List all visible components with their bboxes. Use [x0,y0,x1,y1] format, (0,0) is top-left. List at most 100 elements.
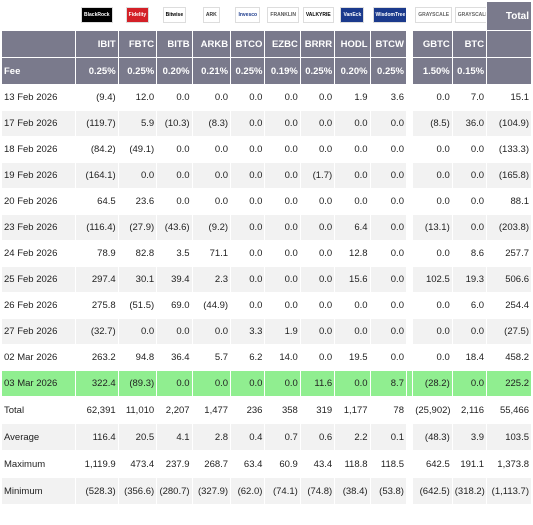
flow-cell: 0.0 [335,319,370,344]
flow-cell: 39.4 [157,267,192,292]
flow-cell: 0.0 [231,293,265,318]
flow-cell: 297.4 [75,267,118,292]
flow-cell: 2.3 [192,267,231,292]
flow-cell: 36.4 [157,345,192,370]
flow-cell: 0.0 [452,137,487,162]
column-gap [407,111,412,136]
summary-cell: 20.5 [118,424,157,450]
flow-cell: (28.2) [413,371,452,396]
row-total: (203.8) [487,215,531,240]
summary-cell: 11,010 [118,397,157,423]
issuer-logo: Invesco [235,6,261,23]
flow-cell: 0.0 [300,319,335,344]
row-total: 458.2 [487,345,531,370]
flow-cell: (27.9) [118,215,157,240]
flow-cell: 0.0 [335,111,370,136]
row-total: 254.4 [487,293,531,318]
flow-cell: 0.0 [300,189,335,214]
column-gap [407,2,412,30]
column-gap [407,267,412,292]
summary-cell: 237.9 [157,451,192,477]
fee-cell: 0.25% [231,58,265,84]
row-date: 25 Feb 2026 [2,267,75,292]
table-row: 18 Feb 2026 (84.2) (49.1) 0.0 0.0 0.0 0.0 0.0 0.… [2,137,531,162]
flow-cell: 0.0 [300,241,335,266]
flow-cell: 30.1 [118,267,157,292]
table-row: 02 Mar 2026 263.2 94.8 36.4 5.7 6.2 14.0 0.0 19.… [2,345,531,370]
flow-cell: 0.0 [452,215,487,240]
summary-cell: 319 [300,397,335,423]
issuer-logo-cell: GRAYSCALE [413,2,452,30]
summary-cell: 62,391 [75,397,118,423]
flow-cell: 3.6 [370,85,406,110]
issuer-logo: GRAYSCALE [415,6,452,23]
row-total: (165.8) [487,163,531,188]
flow-cell: (32.7) [75,319,118,344]
flow-cell: 64.5 [75,189,118,214]
row-total: 257.7 [487,241,531,266]
issuer-logo: VALKYRIE [302,6,334,23]
issuer-logo: Bitwise [162,6,187,23]
row-date: 23 Feb 2026 [2,215,75,240]
flow-cell: 0.0 [300,267,335,292]
fee-total-cell [487,58,531,84]
flow-cell: 71.1 [192,241,231,266]
flow-cell: 0.0 [335,163,370,188]
fee-cell: 0.25% [370,58,406,84]
flow-cell: (10.3) [157,111,192,136]
summary-cell: (327.9) [192,478,231,504]
table-row: 17 Feb 2026 (119.7) 5.9 (10.3) (8.3) 0.0 0.0 0.… [2,111,531,136]
column-gap [407,478,412,504]
summary-cell: 118.8 [335,451,370,477]
flow-cell: 0.0 [413,137,452,162]
fee-cell: 0.20% [335,58,370,84]
flow-cell: 0.0 [265,189,300,214]
flow-cell: (164.1) [75,163,118,188]
issuer-logo: WisdomTree [372,6,406,23]
summary-cell: 191.1 [452,451,487,477]
summary-cell: 43.4 [300,451,335,477]
total-header: Total [487,2,531,30]
flow-cell: (119.7) [75,111,118,136]
flow-cell: 0.0 [452,189,487,214]
flow-cell: 0.0 [370,267,406,292]
flow-cell: (49.1) [118,137,157,162]
flow-cell: (9.2) [192,215,231,240]
flow-cell: 0.0 [335,137,370,162]
summary-cell: 1,177 [335,397,370,423]
issuer-logo-cell: WisdomTree [370,2,406,30]
flow-cell: 0.0 [192,371,231,396]
flow-cell: (9.4) [75,85,118,110]
ticker-header: BTC [452,31,487,57]
summary-cell: 0.1 [370,424,406,450]
flow-cell: 0.0 [335,371,370,396]
column-gap [407,397,412,423]
column-gap [407,85,412,110]
flow-cell: 11.6 [300,371,335,396]
row-date: 24 Feb 2026 [2,241,75,266]
issuer-logo-cell: FRANKLIN [265,2,300,30]
flow-cell: 0.0 [370,345,406,370]
flow-cell: 8.7 [370,371,406,396]
summary-cell: 358 [265,397,300,423]
flow-cell: 78.9 [75,241,118,266]
summary-cell: 2,116 [452,397,487,423]
row-date: 19 Feb 2026 [2,163,75,188]
flow-cell: 0.0 [452,319,487,344]
flow-cell: 15.6 [335,267,370,292]
summary-cell: (356.6) [118,478,157,504]
issuer-logo-cell: Invesco [231,2,265,30]
etf-flow-table: BlackRock Fidelity Bitwise ARK Invesco FRANKL… [1,1,532,505]
logo-corner-cell [2,2,75,30]
summary-cell: 642.5 [413,451,452,477]
flow-cell: 0.0 [231,241,265,266]
table-row: 24 Feb 2026 78.9 82.8 3.5 71.1 0.0 0.0 0.0 12.8 0… [2,241,531,266]
ticker-header: FBTC [118,31,157,57]
flow-cell: 0.0 [231,189,265,214]
flow-cell: 12.0 [118,85,157,110]
column-gap [407,189,412,214]
summary-total: 1,373.8 [487,451,531,477]
fee-cell: 0.19% [265,58,300,84]
summary-cell: 116.4 [75,424,118,450]
table-row: 13 Feb 2026 (9.4) 12.0 0.0 0.0 0.0 0.0 0.0 1.9 3.… [2,85,531,110]
